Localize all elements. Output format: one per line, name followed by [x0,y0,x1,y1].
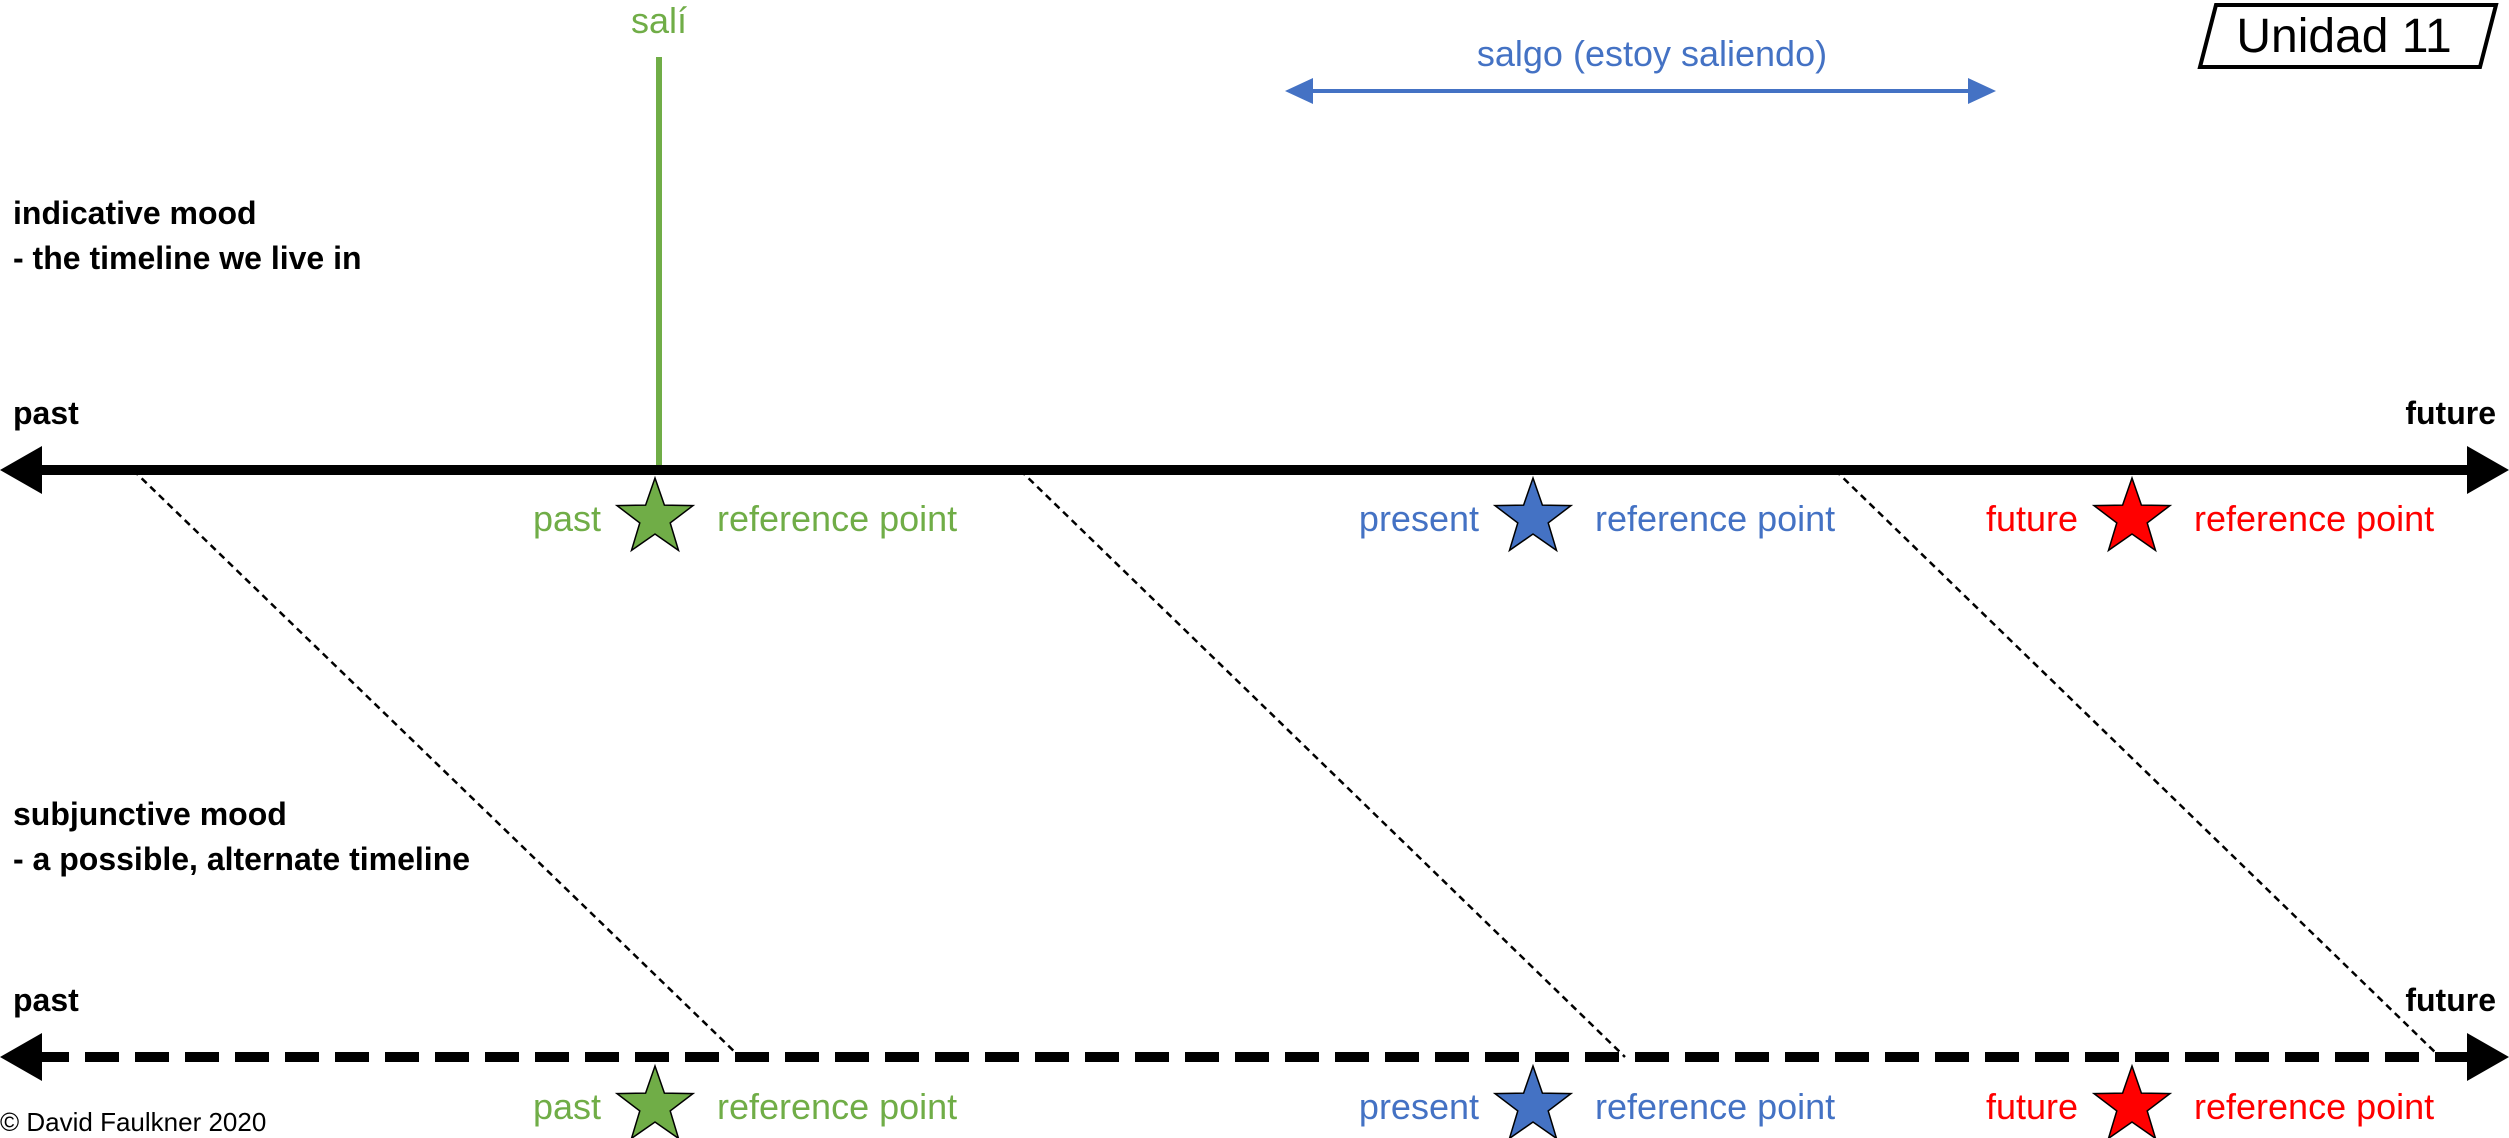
timeline-arrowhead-left [0,1033,42,1081]
subjunctive-reference-points: past reference point present reference poin… [533,1063,2434,1138]
indicative-future-label: future [2405,395,2496,431]
reference-point-label: reference point [2194,498,2434,539]
star-icon [614,1063,696,1138]
unit-box-label: Unidad 11 [2236,10,2451,63]
reference-point-label: reference point [1595,498,1835,539]
sali-label: salí [631,0,687,41]
connectors [132,469,2441,1058]
star-icon [2091,1063,2173,1138]
star-icon [1492,1063,1574,1138]
timeline-arrowhead-left [0,446,42,494]
reference-tense-label: past [533,498,601,539]
reference-tense-label: future [1986,498,2078,539]
copyright-text: © David Faulkner 2020 [0,1107,266,1137]
salgo-arrowhead-left [1285,78,1313,104]
indicative-reference-points: past reference point present reference poin… [533,475,2434,553]
star-icon [614,475,696,553]
reference-point-label: reference point [717,1086,957,1127]
indicative-title: indicative mood [13,195,257,231]
timeline-arrowhead-right [2467,446,2509,494]
salgo-arrowhead-right [1968,78,1996,104]
connector-line [1834,469,2441,1058]
subjunctive-subtitle: - a possible, alternate timeline [13,841,470,877]
reference-tense-label: present [1359,498,1479,539]
reference-tense-label: past [533,1086,601,1127]
unit-box: Unidad 11 [2197,3,2499,69]
reference-tense-label: present [1359,1086,1479,1127]
reference-point-label: reference point [1595,1086,1835,1127]
subjunctive-past-label: past [13,982,79,1018]
indicative-subtitle: - the timeline we live in [13,240,362,276]
connector-line [132,469,741,1058]
reference-point-label: reference point [2194,1086,2434,1127]
connector-line [1019,469,1626,1058]
star-icon [1492,475,1574,553]
star-icon [2091,475,2173,553]
indicative-timeline [0,446,2509,494]
subjunctive-timeline [0,1033,2509,1081]
timeline-arrowhead-right [2467,1033,2509,1081]
salgo-label: salgo (estoy saliendo) [1477,33,1827,74]
subjunctive-title: subjunctive mood [13,796,287,832]
subjunctive-future-label: future [2405,982,2496,1018]
reference-tense-label: future [1986,1086,2078,1127]
reference-point-label: reference point [717,498,957,539]
salgo-event: salgo (estoy saliendo) [1285,33,1996,104]
sali-event: salí [631,0,687,470]
indicative-past-label: past [13,395,79,431]
